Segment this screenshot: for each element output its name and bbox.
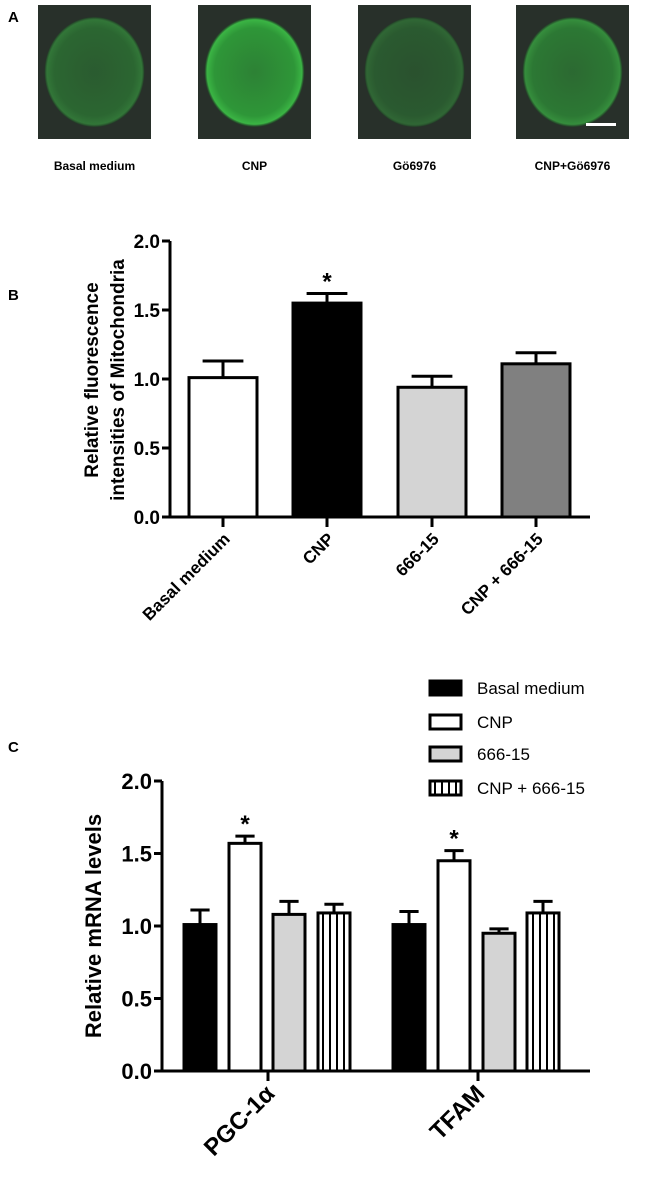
y-tick-label: 1.5 (134, 301, 161, 322)
panel-a-images: Basal medium CNP Gö6976 CNP+Gö6976 (38, 5, 629, 173)
bar (187, 376, 259, 519)
image-label: CNP+Gö6976 (535, 159, 611, 173)
oocyte-circle (522, 17, 623, 127)
y-tick-label: 0.0 (121, 1059, 152, 1084)
y-tick-label: 1.5 (121, 841, 152, 866)
legend-swatch (428, 679, 463, 697)
bar (396, 385, 468, 519)
panel-c-chart: Relative mRNA levels 0.0 0.5 1.0 1.5 2.0 * PGC-… (81, 679, 590, 1162)
image-label: CNP (242, 159, 267, 173)
x-tick-label: CNP (299, 529, 338, 568)
x-tick-label: 666-15 (392, 529, 443, 580)
y-tick-label: 1.0 (121, 914, 152, 939)
legend-label: Basal medium (477, 679, 585, 698)
bar (291, 301, 363, 519)
panel-label-c: C (8, 739, 19, 756)
bar (391, 923, 427, 1073)
legend-swatch (428, 745, 463, 763)
y-tick-label: 0.0 (134, 508, 160, 529)
legend-label: CNP + 666-15 (477, 779, 585, 798)
fluorescence-image (516, 5, 629, 139)
y-tick-label: 0.5 (121, 986, 152, 1011)
x-tick-label: CNP + 666-15 (457, 529, 547, 619)
significance-marker: * (322, 268, 332, 295)
y-tick-label: 2.0 (121, 769, 152, 794)
y-tick-label: 1.0 (134, 370, 160, 391)
y-axis-label: intensities of Mitochondria (108, 259, 129, 501)
bar (500, 362, 572, 519)
oocyte-circle (44, 17, 145, 127)
legend-label: 666-15 (477, 745, 530, 764)
panel-label-b: B (8, 287, 19, 304)
bar (316, 911, 352, 1073)
legend-swatch (428, 779, 463, 797)
y-tick-label: 2.0 (134, 232, 160, 253)
image-label: Gö6976 (393, 159, 437, 173)
significance-marker: * (240, 811, 250, 838)
panel-b-chart: Relative fluorescence intensities of Mito… (82, 232, 590, 624)
legend-label: CNP (477, 713, 513, 732)
bar (271, 912, 307, 1073)
fluorescence-image (38, 5, 151, 139)
image-label: Basal medium (54, 159, 135, 173)
bar (481, 931, 517, 1073)
x-tick-label: PGC-1α (199, 1080, 281, 1162)
significance-marker: * (449, 826, 459, 853)
legend-swatch (428, 713, 463, 731)
scale-bar (586, 123, 616, 126)
fluorescence-image (198, 5, 311, 139)
bar (436, 859, 472, 1073)
panel-label-a: A (8, 9, 19, 26)
oocyte-circle (364, 17, 465, 127)
bar (227, 841, 263, 1073)
bar (182, 923, 218, 1073)
x-tick-label: Basal medium (139, 529, 234, 624)
y-axis-label: Relative mRNA levels (81, 814, 106, 1038)
fluorescence-image (358, 5, 471, 139)
x-tick-label: TFAM (425, 1080, 490, 1145)
y-axis-label: Relative fluorescence (82, 282, 103, 477)
y-tick-label: 0.5 (134, 439, 161, 460)
bar (525, 911, 561, 1073)
oocyte-circle (204, 17, 305, 127)
